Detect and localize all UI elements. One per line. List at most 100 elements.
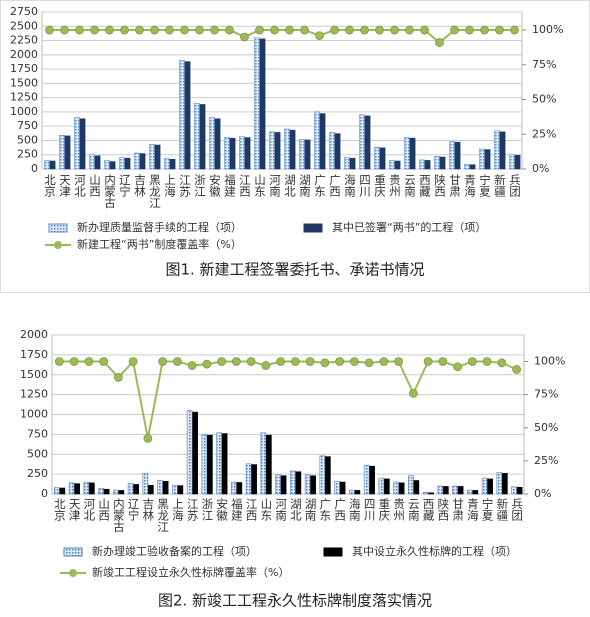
x-tick-label: 西藏 bbox=[418, 174, 432, 198]
bar bbox=[74, 483, 80, 495]
x-tick-label: 吉林 bbox=[133, 174, 147, 197]
x-tick-label: 云南 bbox=[407, 498, 421, 521]
bar bbox=[244, 137, 251, 170]
rate-marker bbox=[165, 25, 174, 35]
x-tick-label: 湖南 bbox=[298, 173, 312, 197]
legend-swatch bbox=[48, 223, 68, 233]
x-tick-label: 兵团 bbox=[510, 498, 524, 522]
bar bbox=[259, 38, 266, 170]
bar bbox=[454, 141, 461, 170]
bar bbox=[149, 144, 155, 170]
rate-marker bbox=[379, 357, 389, 366]
bar bbox=[364, 115, 371, 170]
x-tick-label: 新疆 bbox=[495, 497, 509, 521]
rate-marker bbox=[465, 25, 474, 35]
legend-swatch bbox=[303, 223, 323, 233]
x-tick-label: 内蒙古 bbox=[103, 173, 117, 208]
bar bbox=[124, 157, 131, 170]
rate-marker bbox=[495, 25, 504, 35]
bar bbox=[245, 463, 252, 495]
bar bbox=[344, 157, 350, 170]
x-tick-label: 兵团 bbox=[508, 174, 522, 198]
y-tick-label: 1500 bbox=[10, 76, 38, 89]
x-tick-label: 安徽 bbox=[208, 173, 222, 198]
bar bbox=[437, 485, 444, 495]
bar bbox=[494, 130, 500, 170]
x-tick-label: 宁夏 bbox=[478, 173, 492, 197]
bar bbox=[201, 434, 208, 495]
y-tick-label: 1750 bbox=[20, 348, 48, 361]
rate-marker bbox=[225, 25, 234, 35]
x-tick-label: 上海 bbox=[171, 498, 185, 522]
rate-marker bbox=[330, 25, 339, 35]
rate-marker bbox=[345, 25, 354, 35]
bar bbox=[184, 61, 191, 170]
x-tick-label: 贵州 bbox=[388, 174, 402, 197]
x-tick-label: 福建 bbox=[223, 173, 237, 198]
bar bbox=[186, 410, 193, 495]
rate-marker bbox=[143, 433, 153, 443]
x-tick-label: 新疆 bbox=[493, 173, 507, 197]
rate-marker bbox=[69, 357, 79, 366]
x-tick-label: 黑龙江 bbox=[156, 498, 170, 533]
rate-marker bbox=[360, 25, 369, 35]
rate-marker bbox=[113, 372, 123, 382]
y-tick-label: 1250 bbox=[10, 91, 38, 104]
rate-marker bbox=[54, 357, 64, 366]
y2-tick-label: 0% bbox=[532, 162, 549, 175]
y-tick-label: 2000 bbox=[20, 328, 48, 341]
rate-marker bbox=[435, 38, 444, 47]
bar bbox=[199, 104, 206, 170]
x-tick-label: 江西 bbox=[245, 498, 259, 521]
x-tick-label: 天津 bbox=[58, 174, 72, 197]
rate-marker bbox=[158, 357, 168, 366]
bar bbox=[295, 471, 302, 495]
bar bbox=[389, 160, 395, 170]
x-tick-label: 天津 bbox=[68, 498, 82, 521]
legend-label: 新办理质量监督手续的工程（项） bbox=[77, 220, 242, 234]
bar bbox=[384, 478, 390, 495]
bar bbox=[484, 149, 491, 170]
bar bbox=[290, 470, 296, 495]
y2-tick-label: 50% bbox=[532, 93, 556, 106]
bar bbox=[299, 139, 305, 170]
y-tick-label: 500 bbox=[17, 133, 38, 146]
bar bbox=[289, 129, 296, 170]
y-tick-label: 0 bbox=[31, 162, 38, 175]
rate-marker bbox=[135, 25, 144, 35]
bar bbox=[109, 161, 116, 170]
bar bbox=[83, 481, 90, 495]
y-tick-label: 750 bbox=[27, 427, 48, 440]
bar bbox=[177, 485, 184, 495]
x-tick-label: 辽宁 bbox=[118, 174, 132, 197]
x-tick-label: 陕西 bbox=[436, 497, 450, 521]
bar bbox=[275, 474, 281, 495]
bar bbox=[404, 137, 410, 170]
x-tick-label: 广西 bbox=[333, 498, 347, 521]
x-tick-label: 海南 bbox=[348, 497, 362, 521]
bar bbox=[214, 118, 221, 170]
bar bbox=[514, 154, 521, 170]
x-tick-label: 广东 bbox=[313, 174, 327, 197]
bar bbox=[394, 160, 401, 170]
rate-marker bbox=[210, 25, 219, 35]
bar bbox=[194, 103, 200, 170]
bar bbox=[216, 432, 222, 495]
bar bbox=[428, 492, 434, 495]
bar bbox=[221, 433, 228, 495]
bar bbox=[118, 490, 125, 495]
x-tick-label: 辽宁 bbox=[127, 498, 141, 521]
rate-marker bbox=[231, 357, 241, 366]
bar bbox=[325, 456, 331, 495]
bar bbox=[142, 473, 149, 495]
chart-title: 图1. 新建工程签署委托书、承诺书情况 bbox=[165, 261, 424, 279]
rate-marker bbox=[315, 31, 324, 41]
x-tick-label: 四川 bbox=[358, 174, 372, 197]
bar bbox=[393, 481, 399, 495]
x-tick-label: 湖北 bbox=[289, 497, 303, 521]
rate-marker bbox=[120, 25, 129, 35]
bar bbox=[354, 490, 361, 495]
bar bbox=[94, 155, 101, 170]
x-tick-label: 西藏 bbox=[422, 498, 436, 522]
